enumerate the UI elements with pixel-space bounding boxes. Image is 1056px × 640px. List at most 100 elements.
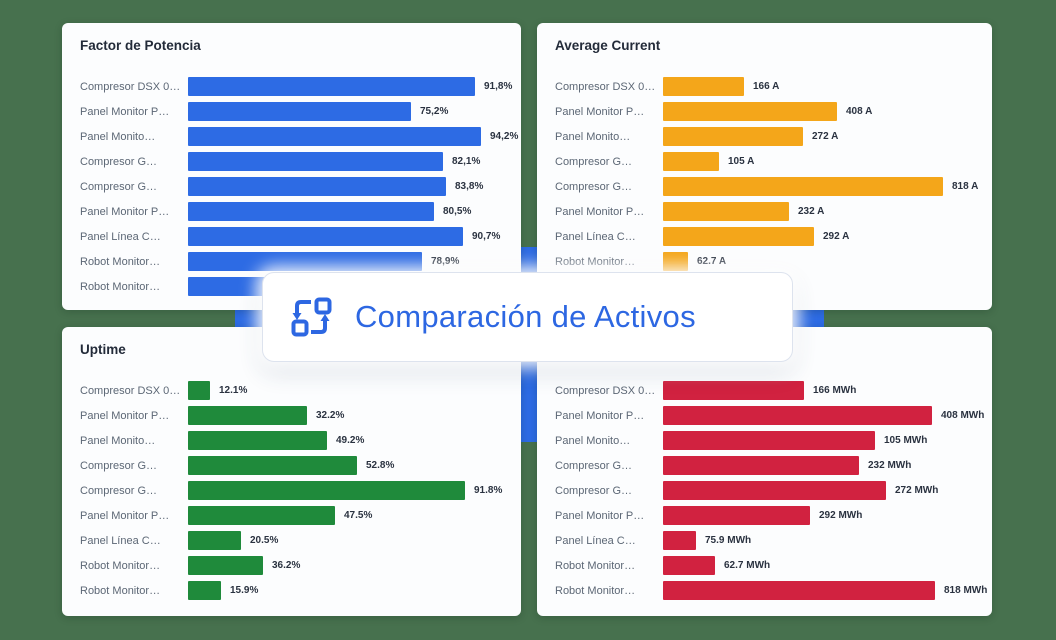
bar[interactable] xyxy=(188,556,263,575)
category-label: Panel Monito… xyxy=(555,434,631,447)
bar-track: 75.9 MWh xyxy=(663,531,992,550)
bar-track: 82,1% xyxy=(188,152,521,171)
bar-track: 75,2% xyxy=(188,102,521,121)
value-label: 232 MWh xyxy=(868,460,912,471)
bar-track: 408 MWh xyxy=(663,406,992,425)
value-label: 292 MWh xyxy=(819,510,863,521)
value-label: 15.9% xyxy=(230,585,259,596)
category-label: Panel Monitor P… xyxy=(80,409,170,422)
value-label: 272 MWh xyxy=(895,485,939,496)
bar[interactable] xyxy=(663,531,696,550)
bar[interactable] xyxy=(188,202,434,221)
bar[interactable] xyxy=(188,152,443,171)
value-label: 408 A xyxy=(846,106,873,117)
bar-track: 232 MWh xyxy=(663,456,992,475)
bar[interactable] xyxy=(188,77,475,96)
value-label: 90,7% xyxy=(472,231,501,242)
category-label: Compresor DSX 0… xyxy=(80,80,181,93)
bar[interactable] xyxy=(663,202,789,221)
chart-title: Factor de Potencia xyxy=(80,38,201,53)
chart-card-factor-de-potencia: Factor de Potencia Compresor DSX 0… 91,8%… xyxy=(62,23,521,310)
value-label: 80,5% xyxy=(443,206,472,217)
value-label: 408 MWh xyxy=(941,410,985,421)
bar[interactable] xyxy=(188,581,221,600)
category-label: Robot Monitor… xyxy=(80,280,161,293)
chart-card-uptime: Uptime Compresor DSX 0… 12.1% Panel Monito… xyxy=(62,327,521,616)
bar[interactable] xyxy=(188,252,422,271)
value-label: 91.8% xyxy=(474,485,503,496)
bar[interactable] xyxy=(663,227,814,246)
value-label: 292 A xyxy=(823,231,850,242)
bar-track: 91.8% xyxy=(188,481,521,500)
bar[interactable] xyxy=(663,381,804,400)
category-label: Compresor DSX 0… xyxy=(80,384,181,397)
category-label: Robot Monitor… xyxy=(80,559,161,572)
bar-track: 105 MWh xyxy=(663,431,992,450)
bar[interactable] xyxy=(663,127,803,146)
category-label: Compresor G… xyxy=(555,459,633,472)
bar-row: Compresor G… 105 A xyxy=(555,149,992,174)
value-label: 818 A xyxy=(952,181,979,192)
bar[interactable] xyxy=(663,102,837,121)
bar-row: Robot Monitor… 78,9% xyxy=(80,249,521,274)
value-label: 12.1% xyxy=(219,385,248,396)
bar-track: 94,2% xyxy=(188,127,521,146)
bar-track: 166 MWh xyxy=(663,381,992,400)
bar-row: Panel Monito… 105 MWh xyxy=(555,428,992,453)
bar-row: Panel Monitor P… 292 MWh xyxy=(555,503,992,528)
bar[interactable] xyxy=(188,227,463,246)
chart-title: Average Current xyxy=(555,38,661,53)
bar-track: 292 MWh xyxy=(663,506,992,525)
category-label: Compresor G… xyxy=(555,484,633,497)
bar[interactable] xyxy=(188,431,327,450)
bar[interactable] xyxy=(663,406,932,425)
bar-row: Compresor DSX 0… 166 A xyxy=(555,74,992,99)
bar-track: 52.8% xyxy=(188,456,521,475)
value-label: 62.7 MWh xyxy=(724,560,771,571)
bar[interactable] xyxy=(188,127,481,146)
bar-row: Compresor G… 818 A xyxy=(555,174,992,199)
bar-track: 78,9% xyxy=(188,252,521,271)
bar[interactable] xyxy=(188,506,335,525)
category-label: Panel Monitor P… xyxy=(555,409,645,422)
bar[interactable] xyxy=(663,456,859,475)
bar-row: Panel Monito… 94,2% xyxy=(80,124,521,149)
category-label: Panel Monito… xyxy=(555,130,631,143)
bar[interactable] xyxy=(663,177,943,196)
bar[interactable] xyxy=(663,77,744,96)
category-label: Panel Línea C… xyxy=(555,230,636,243)
bar-row: Panel Monito… 49.2% xyxy=(80,428,521,453)
bar[interactable] xyxy=(188,406,307,425)
chart-card-bottom-right: Compresor DSX 0… 166 MWh Panel Monitor P… 4… xyxy=(537,327,992,616)
bar-track: 62.7 A xyxy=(663,252,992,271)
bar-row: Panel Monitor P… 47.5% xyxy=(80,503,521,528)
category-label: Robot Monitor… xyxy=(555,584,636,597)
value-label: 20.5% xyxy=(250,535,279,546)
bar[interactable] xyxy=(663,556,715,575)
bar[interactable] xyxy=(188,102,411,121)
bar-row: Panel Línea C… 292 A xyxy=(555,224,992,249)
bar[interactable] xyxy=(663,581,935,600)
bar-track: 47.5% xyxy=(188,506,521,525)
bar[interactable] xyxy=(188,456,357,475)
bar[interactable] xyxy=(663,506,810,525)
bar-track: 292 A xyxy=(663,227,992,246)
bar-track: 20.5% xyxy=(188,531,521,550)
bar[interactable] xyxy=(663,431,875,450)
bar-track: 272 MWh xyxy=(663,481,992,500)
chart-title: Uptime xyxy=(80,342,126,357)
bar-track: 36.2% xyxy=(188,556,521,575)
overlay-title-card[interactable]: Comparación de Activos xyxy=(262,272,793,362)
bar-track: 91,8% xyxy=(188,77,521,96)
bar[interactable] xyxy=(188,481,465,500)
value-label: 49.2% xyxy=(336,435,365,446)
bar[interactable] xyxy=(188,381,210,400)
bar[interactable] xyxy=(663,252,688,271)
bar[interactable] xyxy=(663,152,719,171)
category-label: Compresor DSX 0… xyxy=(555,80,656,93)
bar[interactable] xyxy=(188,531,241,550)
value-label: 105 A xyxy=(728,156,755,167)
bar[interactable] xyxy=(663,481,886,500)
bar[interactable] xyxy=(188,177,446,196)
